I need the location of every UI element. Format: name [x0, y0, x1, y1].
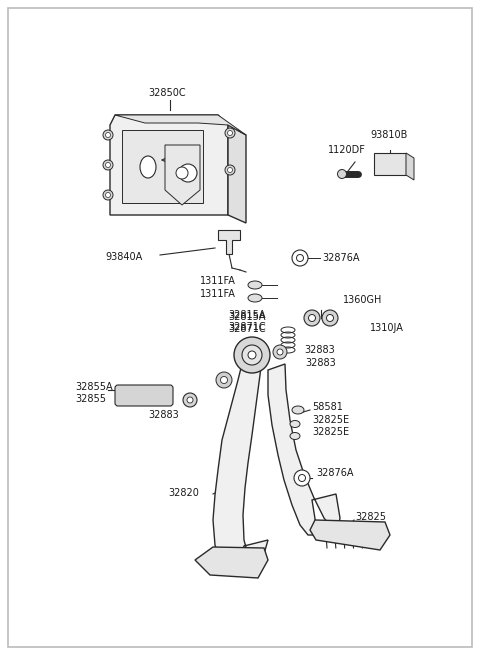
Circle shape	[106, 162, 110, 168]
Polygon shape	[195, 547, 268, 578]
Circle shape	[292, 250, 308, 266]
Text: 32815A: 32815A	[228, 312, 265, 322]
Circle shape	[273, 345, 287, 359]
Circle shape	[326, 314, 334, 322]
Circle shape	[225, 128, 235, 138]
Circle shape	[103, 190, 113, 200]
FancyBboxPatch shape	[115, 385, 173, 406]
Circle shape	[299, 474, 305, 481]
Circle shape	[176, 167, 188, 179]
Ellipse shape	[290, 421, 300, 428]
Circle shape	[234, 337, 270, 373]
Ellipse shape	[290, 432, 300, 440]
Circle shape	[309, 314, 315, 322]
Text: 32850C: 32850C	[148, 88, 186, 98]
Circle shape	[297, 255, 303, 261]
Text: 32871C: 32871C	[228, 322, 265, 332]
Circle shape	[106, 193, 110, 198]
Polygon shape	[115, 115, 246, 135]
Circle shape	[103, 160, 113, 170]
Circle shape	[337, 170, 347, 179]
Text: 32883: 32883	[304, 345, 335, 355]
Circle shape	[103, 130, 113, 140]
Text: 32815A: 32815A	[228, 310, 265, 320]
Text: 32820: 32820	[168, 488, 199, 498]
Circle shape	[277, 349, 283, 355]
Polygon shape	[122, 130, 203, 203]
FancyBboxPatch shape	[374, 153, 406, 175]
Text: 32825E: 32825E	[312, 415, 349, 425]
Circle shape	[228, 130, 232, 136]
Text: 1360GH: 1360GH	[343, 295, 383, 305]
Circle shape	[225, 165, 235, 175]
Circle shape	[220, 377, 228, 383]
Text: 32876A: 32876A	[322, 253, 360, 263]
Ellipse shape	[248, 281, 262, 289]
Polygon shape	[310, 520, 390, 550]
Polygon shape	[218, 230, 240, 254]
Circle shape	[183, 393, 197, 407]
Ellipse shape	[292, 406, 304, 414]
Text: 32855: 32855	[75, 394, 106, 404]
Text: 1120DF: 1120DF	[328, 145, 366, 155]
Circle shape	[106, 132, 110, 138]
Circle shape	[322, 310, 338, 326]
Text: 32876A: 32876A	[316, 468, 353, 478]
Text: 1311FA: 1311FA	[200, 289, 236, 299]
Text: 32871C: 32871C	[228, 324, 265, 334]
Circle shape	[248, 351, 256, 359]
Circle shape	[179, 164, 197, 182]
Ellipse shape	[248, 294, 262, 302]
Circle shape	[187, 397, 193, 403]
Circle shape	[228, 168, 232, 172]
Text: 93840A: 93840A	[105, 252, 142, 262]
Circle shape	[294, 470, 310, 486]
Text: 58581: 58581	[312, 402, 343, 412]
Polygon shape	[110, 115, 228, 215]
Circle shape	[216, 372, 232, 388]
Text: 1310JA: 1310JA	[370, 323, 404, 333]
Circle shape	[242, 345, 262, 365]
Circle shape	[304, 310, 320, 326]
Text: 32825: 32825	[355, 512, 386, 522]
Text: 32825E: 32825E	[312, 427, 349, 437]
Ellipse shape	[140, 156, 156, 178]
Polygon shape	[228, 125, 246, 223]
Text: 32855A: 32855A	[75, 382, 113, 392]
Polygon shape	[213, 358, 268, 568]
Text: 93810B: 93810B	[370, 130, 408, 140]
Polygon shape	[268, 364, 340, 535]
Polygon shape	[165, 145, 200, 205]
Text: 32883: 32883	[148, 410, 179, 420]
Text: 32883: 32883	[305, 358, 336, 368]
Text: 1311FA: 1311FA	[200, 276, 236, 286]
Polygon shape	[406, 153, 414, 180]
